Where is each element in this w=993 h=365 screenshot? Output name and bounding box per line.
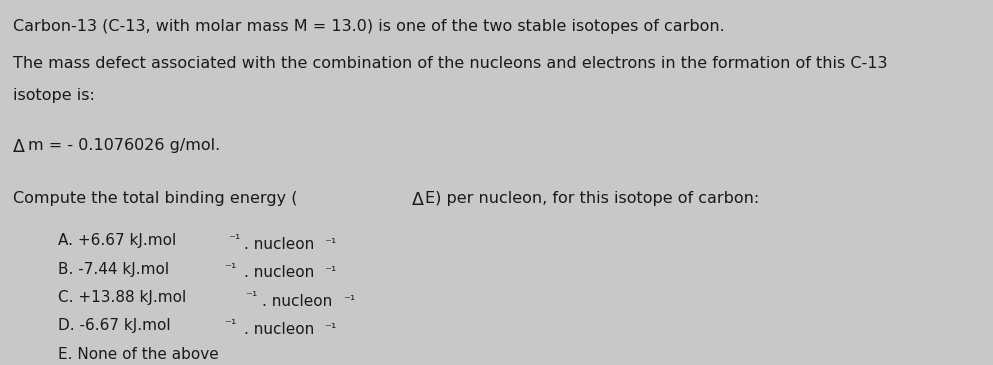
Text: ⁻¹: ⁻¹ [325, 237, 337, 250]
Text: ⁻¹: ⁻¹ [224, 262, 236, 275]
Text: . nucleon: . nucleon [244, 322, 314, 337]
Text: Compute the total binding energy (: Compute the total binding energy ( [13, 191, 297, 206]
Text: B. -7.44 kJ.mol: B. -7.44 kJ.mol [59, 262, 170, 277]
Text: E) per nucleon, for this isotope of carbon:: E) per nucleon, for this isotope of carb… [425, 191, 760, 206]
Text: A. +6.67 kJ.mol: A. +6.67 kJ.mol [59, 234, 177, 249]
Text: ⁻¹: ⁻¹ [227, 234, 240, 246]
Text: ⁻¹: ⁻¹ [224, 318, 236, 331]
Text: The mass defect associated with the combination of the nucleons and electrons in: The mass defect associated with the comb… [13, 56, 888, 71]
Text: . nucleon: . nucleon [244, 265, 314, 280]
Text: isotope is:: isotope is: [13, 88, 94, 103]
Text: m = - 0.1076026 g/mol.: m = - 0.1076026 g/mol. [28, 138, 219, 153]
Text: ⁻¹: ⁻¹ [325, 265, 337, 278]
Text: ⁻¹: ⁻¹ [325, 322, 337, 335]
Text: Δ: Δ [411, 191, 423, 209]
Text: Δ: Δ [13, 138, 25, 156]
Text: C. +13.88 kJ.mol: C. +13.88 kJ.mol [59, 290, 187, 305]
Text: . nucleon: . nucleon [244, 237, 314, 252]
Text: . nucleon: . nucleon [262, 294, 333, 309]
Text: Carbon-13 (C-13, with molar mass M = 13.0) is one of the two stable isotopes of : Carbon-13 (C-13, with molar mass M = 13.… [13, 19, 725, 34]
Text: ⁻¹: ⁻¹ [245, 290, 257, 303]
Text: D. -6.67 kJ.mol: D. -6.67 kJ.mol [59, 318, 171, 334]
Text: E. None of the above: E. None of the above [59, 347, 219, 362]
Text: ⁻¹: ⁻¹ [343, 294, 355, 307]
